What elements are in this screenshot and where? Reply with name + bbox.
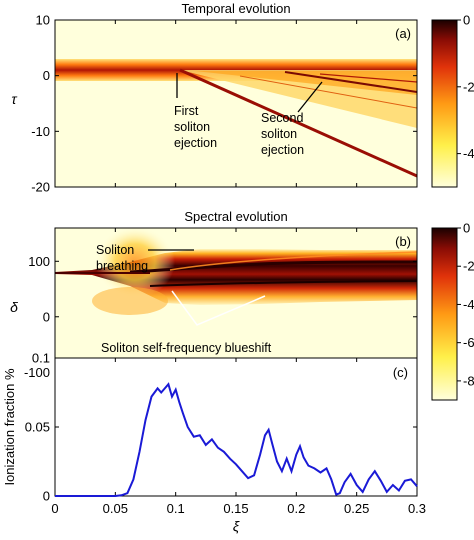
panel-c-xlabel: ξ <box>233 518 240 534</box>
colorbar-b-tick-label: -2 <box>463 259 474 274</box>
panel-a-label: (a) <box>395 26 411 41</box>
panel-b-title: Spectral evolution <box>184 209 287 224</box>
colorbar-a <box>431 19 458 188</box>
second-ejection-pointer <box>297 81 323 113</box>
breathing-annotation: Soliton breathing <box>96 243 148 273</box>
panel-a-ytick-label: -10 <box>31 124 50 139</box>
panel-b-ylabel: δ <box>10 299 18 315</box>
ionization-line <box>55 382 418 497</box>
panel-a-heatmap <box>55 20 417 187</box>
colorbar-a-tick-label: 0 <box>463 13 470 28</box>
panel-a-ticks: 10 0 -10 -20 <box>31 13 418 195</box>
colorbar-b-ticks: 0 -2 -4 -6 -8 <box>457 221 474 388</box>
colorbar-b-tick-label: 0 <box>463 221 470 236</box>
panel-c-ylabel: Ionization fraction % <box>2 368 17 486</box>
colorbar-a-ticks: 0 -2 -4 <box>457 13 474 161</box>
panel-b-ytick-label: 100 <box>28 254 50 269</box>
panel-c-label: (c) <box>393 365 408 380</box>
panel-c-ytick-label: 0 <box>43 489 50 504</box>
blueshift-annotation: Soliton self-frequency blueshift <box>101 341 272 355</box>
colorbar-b-tick-label: -6 <box>463 335 474 350</box>
first-ejection-annotation: First soliton ejection <box>174 104 217 150</box>
colorbar-a-tick-label: -4 <box>463 146 474 161</box>
panel-c-xtick-label: 0.15 <box>223 501 248 516</box>
soliton-track-2 <box>149 280 417 287</box>
panel-c-ticks: 0.1 0.05 00 0.05 0.1 0.15 0.2 0.25 0.3 <box>25 351 426 517</box>
minor-trace-2 <box>239 75 417 109</box>
panel-c-xtick-label: 0.2 <box>287 501 305 516</box>
panel-b-ytick-label: -100 <box>24 365 50 380</box>
panel-a-ytick-label: 0 <box>43 68 50 83</box>
second-ejection-trace <box>284 71 417 93</box>
panel-c-frame <box>54 357 418 497</box>
colorbar-b-tick-label: -8 <box>463 373 474 388</box>
panel-b-label: (b) <box>395 234 411 249</box>
panel-c-xtick-label: 0.05 <box>103 501 128 516</box>
soliton-track-1 <box>129 260 417 274</box>
panel-c-ytick-label: 0.1 <box>32 351 50 366</box>
panel-a-title: Temporal evolution <box>181 1 290 16</box>
panel-c-ytick-label: 0.05 <box>25 420 50 435</box>
panel-c-xtick-label: 0.25 <box>344 501 369 516</box>
blueshift-pointer <box>171 290 266 326</box>
colorbar-b <box>431 227 458 401</box>
panel-a-ytick-label: 10 <box>36 13 50 28</box>
colorbar-b-tick-label: -4 <box>463 297 474 312</box>
panel-a-ylabel: τ <box>11 91 17 107</box>
panel-a-ytick-label: -20 <box>31 180 50 195</box>
breathing-burst <box>95 228 175 298</box>
blueshift-branch <box>169 251 417 271</box>
colorbar-a-tick-label: -2 <box>463 79 474 94</box>
blueshift-lobe <box>92 287 168 315</box>
panel-c-xtick-label: 0.1 <box>167 501 185 516</box>
second-ejection-annotation: Second soliton ejection <box>261 111 307 157</box>
panel-c-xtick-label: 0 <box>51 501 58 516</box>
first-ejection-trace <box>179 68 417 178</box>
minor-trace-1 <box>319 73 417 83</box>
panel-c-xtick-label: 0.3 <box>408 501 426 516</box>
panel-b-ytick-label: 0 <box>43 309 50 324</box>
